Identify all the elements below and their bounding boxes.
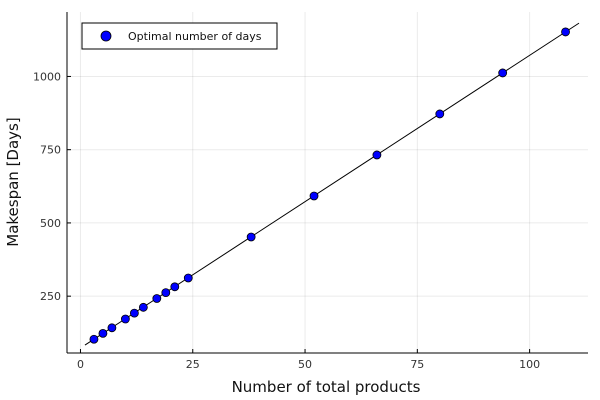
y-tick-label: 500 [40, 217, 61, 230]
data-point [435, 109, 445, 119]
data-point [561, 27, 570, 37]
grid-lines [67, 12, 588, 353]
data-point [89, 334, 99, 344]
legend-box [81, 22, 278, 50]
x-tick-label: 50 [298, 358, 312, 371]
y-tick-label: 250 [40, 290, 61, 303]
y-tick-label: 750 [40, 144, 61, 157]
data-point [170, 282, 180, 292]
y-tick-label: 1000 [33, 70, 61, 83]
legend: Optimal number of days [81, 22, 278, 50]
data-point [129, 308, 139, 318]
x-tick-label: 75 [410, 358, 424, 371]
data-point [183, 273, 193, 283]
data-point [309, 191, 319, 201]
data-point [498, 68, 508, 78]
data-point [107, 323, 117, 333]
legend-marker-icon [100, 30, 112, 42]
tick-labels: 0 25 50 75 100 250 500 750 1000 [33, 70, 540, 371]
data-points-layer [89, 27, 570, 344]
data-point [372, 150, 382, 160]
x-tick-label: 0 [77, 358, 84, 371]
data-point [98, 328, 108, 338]
data-point [152, 294, 162, 303]
legend-label: Optimal number of days [128, 30, 262, 43]
x-tick-label: 100 [519, 358, 540, 371]
x-tick-label: 25 [186, 358, 200, 371]
data-point [138, 302, 148, 312]
axes [66, 12, 588, 354]
data-point [120, 314, 130, 324]
y-axis-title: Makespan [Days] [4, 117, 22, 246]
x-axis-title: Number of total products [232, 378, 421, 396]
data-point [161, 288, 171, 298]
data-point [246, 232, 256, 242]
